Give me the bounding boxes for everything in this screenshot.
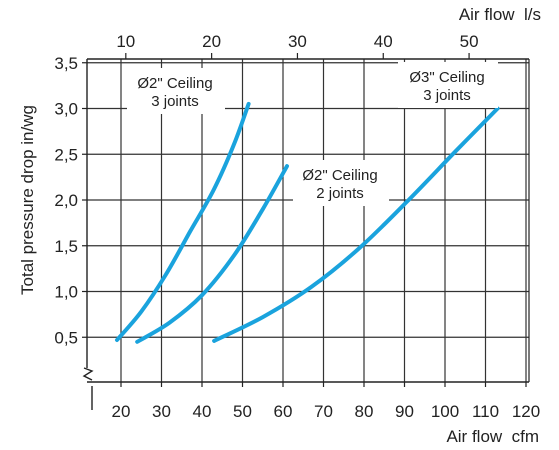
- annotation-background: [398, 62, 498, 108]
- top-x-tick-label: 30: [288, 32, 307, 51]
- x-axis-title: Air flow cfm: [446, 427, 539, 446]
- x-tick-label: 120: [512, 402, 540, 421]
- axes: [82, 53, 530, 410]
- top-x-tick-label: 20: [202, 32, 221, 51]
- annotation-background: [293, 160, 389, 206]
- y-tick-label: 1,0: [54, 283, 78, 302]
- top-x-tick-label: 40: [374, 32, 393, 51]
- x-tick-label: 110: [472, 402, 499, 421]
- series-annotation-3: Ø3" Ceiling: [409, 69, 484, 86]
- axis-break-icon: [82, 367, 94, 381]
- series-annotation-2: 2 joints: [316, 185, 364, 202]
- top-x-tick-label: 10: [116, 32, 135, 51]
- y-tick-label: 3,0: [54, 100, 78, 119]
- x-tick-label: 50: [233, 402, 252, 421]
- y-tick-label: 3,5: [54, 54, 78, 73]
- tick-labels: 0,5 1,0 1,5 2,0 2,5 3,0 3,5 20 30 40 50 60 70 80 90 100…: [54, 32, 540, 421]
- series-annotation-2: Ø2" Ceiling: [302, 167, 377, 184]
- top-x-axis-title: Air flow l/s: [459, 5, 541, 24]
- y-tick-label: 2,0: [54, 191, 78, 210]
- y-tick-label: 0,5: [54, 328, 78, 347]
- top-x-tick-label: 50: [460, 32, 479, 51]
- annotation-background: [127, 68, 225, 114]
- x-tick-label: 80: [355, 402, 374, 421]
- x-tick-label: 40: [193, 402, 212, 421]
- x-tick-label: 20: [112, 402, 131, 421]
- series-lines: [115, 101, 500, 344]
- y-tick-label: 2,5: [54, 145, 78, 164]
- x-tick-label: 100: [431, 402, 459, 421]
- series-annotation-1: Ø2" Ceiling: [137, 75, 212, 92]
- series-line-3: [212, 106, 500, 343]
- series-annotation-3: 3 joints: [423, 87, 471, 104]
- x-tick-label: 30: [152, 402, 171, 421]
- x-tick-label: 90: [395, 402, 414, 421]
- y-axis-title: Total pressure drop in/wg: [18, 105, 37, 295]
- series-annotation-1: 3 joints: [151, 93, 199, 110]
- y-tick-label: 1,5: [54, 237, 78, 256]
- series-line-2: [135, 164, 289, 344]
- series-line-1: [115, 101, 251, 342]
- x-tick-label: 60: [274, 402, 293, 421]
- x-tick-label: 70: [314, 402, 333, 421]
